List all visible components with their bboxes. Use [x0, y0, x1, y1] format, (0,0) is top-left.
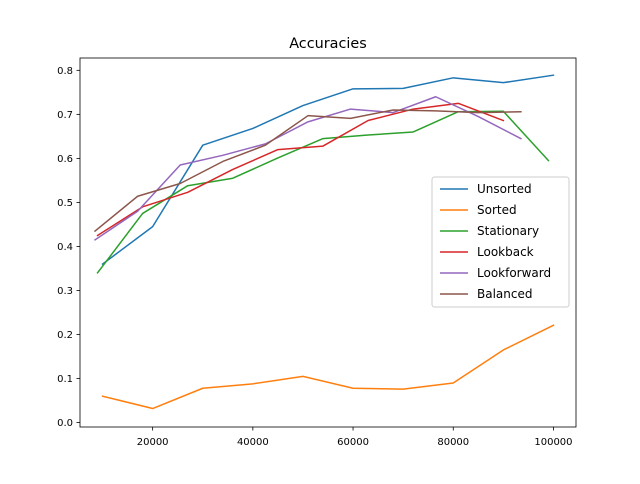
series-line-lookforward — [93, 96, 522, 241]
legend-label: Sorted — [477, 203, 517, 217]
y-tick-label: 0.7 — [57, 110, 73, 121]
series-line-unsorted — [101, 74, 555, 266]
y-tick-label: 0.2 — [57, 330, 73, 341]
legend-label: Lookback — [477, 245, 534, 259]
series-layer — [93, 74, 555, 410]
y-tick-label: 0.3 — [57, 286, 73, 297]
legend-label: Unsorted — [477, 182, 532, 196]
legend: Unsorted Sorted Stationary Lookback Lookforw… — [431, 176, 570, 308]
series-line-stationary — [96, 110, 550, 274]
y-tick-label: 0.8 — [57, 66, 73, 77]
y-tick-label: 0.1 — [57, 374, 73, 385]
chart-title: Accuracies — [289, 36, 367, 52]
series-line-sorted — [101, 324, 555, 410]
x-tick-label: 20000 — [137, 437, 169, 448]
legend-label: Stationary — [477, 224, 539, 238]
y-tick-label: 0.6 — [57, 154, 73, 165]
x-tick-label: 60000 — [337, 437, 369, 448]
series-line-balanced — [93, 109, 522, 233]
y-tick-label: 0.4 — [57, 242, 73, 253]
x-tick-label: 100000 — [534, 437, 572, 448]
legend-label: Lookforward — [477, 266, 551, 280]
y-tick-label: 0.5 — [57, 198, 73, 209]
series-line-lookback — [96, 102, 505, 237]
x-tick-label: 40000 — [237, 437, 269, 448]
x-tick-label: 80000 — [437, 437, 469, 448]
legend-label: Balanced — [477, 287, 532, 301]
y-tick-label: 0.0 — [57, 418, 73, 429]
axes-layer: 20000 40000 60000 80000 100000 0.0 0.1 0.2 0.3 0.… — [57, 57, 577, 448]
plot-frame — [79, 57, 577, 428]
